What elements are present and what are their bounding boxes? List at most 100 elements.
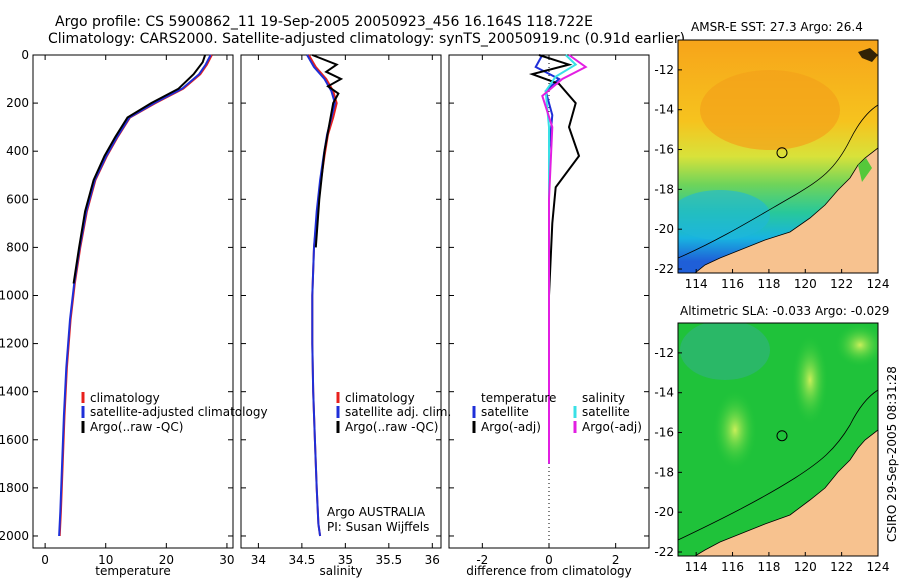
- series-line-satellite-adj-clim-: [306, 54, 336, 537]
- annotation-pi: PI: Susan Wijffels: [327, 520, 429, 534]
- y-tick-label: 1000: [0, 288, 29, 302]
- sst-reef-islands: [858, 48, 878, 62]
- x-tick-label: 2: [612, 553, 620, 567]
- map-x-tick-label: 114: [685, 560, 708, 574]
- plot-frame: [32, 54, 234, 549]
- series-line-temperature-argo-adj-: [528, 54, 581, 464]
- sst-map: [678, 40, 878, 273]
- map-x-tick-label: 116: [721, 560, 744, 574]
- x-tick-label: 0: [41, 553, 49, 567]
- sla-map: [678, 323, 878, 556]
- plot-frame: [240, 54, 442, 549]
- y-tick-label: 1600: [0, 433, 29, 447]
- map-y-tick-label: -14: [654, 386, 674, 400]
- x-tick-label: -2: [476, 553, 488, 567]
- x-tick-label: 0: [545, 553, 553, 567]
- legend-label-argo: Argo(..raw -QC): [345, 420, 438, 434]
- y-tick-label: 800: [6, 240, 29, 254]
- map-x-tick-label: 118: [757, 560, 780, 574]
- series-line-climatology: [58, 54, 213, 537]
- salinity-legend: climatology satellite adj. clim. Argo(..…: [327, 391, 451, 534]
- map-x-tick-label: 114: [685, 277, 708, 291]
- map-y-tick-label: -14: [654, 103, 674, 117]
- float-location-marker: [776, 147, 788, 159]
- sst-contour: [678, 104, 878, 259]
- sst-map-title: AMSR-E SST: 27.3 Argo: 26.4: [691, 20, 863, 34]
- y-tick-label: 200: [6, 96, 29, 110]
- map-y-tick-label: -12: [654, 63, 674, 77]
- map-x-tick-label: 120: [794, 560, 817, 574]
- sst-green-coast: [858, 158, 872, 182]
- series-line-salinity-argo-adj-: [541, 54, 588, 464]
- y-tick-label: 1200: [0, 337, 29, 351]
- x-tick-label: 35.5: [375, 553, 402, 567]
- x-tick-label: 35: [338, 553, 353, 567]
- legend-heading-salinity: salinity: [582, 391, 625, 405]
- map-x-tick-label: 116: [721, 277, 744, 291]
- x-axis-label: temperature: [95, 564, 170, 578]
- sst-land: [694, 147, 878, 273]
- map-y-tick-label: -22: [654, 545, 674, 559]
- series-line-argo-raw-qc-: [311, 54, 344, 248]
- float-location-marker: [776, 430, 788, 442]
- sst-map-ticks: 114 116 118 120 122 124 -12 -14 -16 -18 -20 -22: [654, 63, 889, 291]
- sst-map-frame: [677, 39, 879, 274]
- map-y-tick-label: -18: [654, 465, 674, 479]
- sla-land: [694, 429, 878, 556]
- y-tick-label: 2000: [0, 529, 29, 543]
- x-axis-label: difference from climatology: [466, 564, 632, 578]
- map-y-tick-label: -20: [654, 505, 674, 519]
- y-tick-label: 600: [6, 192, 29, 206]
- sla-blob-nw: [680, 323, 770, 380]
- y-tick-label: 0: [21, 48, 29, 62]
- sst-warm-patch: [700, 70, 840, 150]
- series-line-satellite-adjusted-climatology: [58, 54, 212, 537]
- legend-label-temp-satellite: satellite: [481, 405, 529, 419]
- y-tick-label: 1800: [0, 481, 29, 495]
- header-line1: Argo profile: CS 5900862_11 19-Sep-2005 …: [55, 14, 593, 30]
- map-x-tick-label: 120: [794, 277, 817, 291]
- x-tick-label: 36: [425, 553, 440, 567]
- annotation-argo-australia: Argo AUSTRALIA: [327, 505, 426, 519]
- map-x-tick-label: 124: [867, 277, 890, 291]
- map-y-tick-label: -16: [654, 143, 674, 157]
- timestamp-stamp: CSIRO 29-Sep-2005 08:31:28: [885, 366, 899, 542]
- x-axis-label: salinity: [319, 564, 362, 578]
- map-x-tick-label: 124: [867, 560, 890, 574]
- x-tick-label: 34: [251, 553, 266, 567]
- map-y-tick-label: -12: [654, 346, 674, 360]
- legend-label-satellite: satellite adj. clim.: [345, 405, 451, 419]
- legend-label-sal-satellite: satellite: [582, 405, 630, 419]
- x-tick-label: 30: [219, 553, 234, 567]
- sla-contour: [678, 389, 878, 541]
- map-x-tick-label: 118: [757, 277, 780, 291]
- x-tick-label: 34.5: [289, 553, 316, 567]
- sla-map-ticks: 114 116 118 120 122 124 -12 -14 -16 -18 -20 -22: [654, 346, 889, 574]
- temperature-panel: 0 10 20 30 temperature 0 200 400 600 800 1000 1200 1…: [0, 48, 235, 578]
- map-y-tick-label: -20: [654, 222, 674, 236]
- map-x-tick-label: 122: [830, 560, 853, 574]
- sla-map-frame: [677, 322, 879, 557]
- legend-label-temp-argo: Argo(-adj): [481, 420, 541, 434]
- sla-map-title: Altimetric SLA: -0.033 Argo: -0.029: [680, 304, 889, 318]
- legend-label-climatology: climatology: [90, 391, 160, 405]
- sst-cool-patch: [678, 190, 770, 240]
- header-line2: Climatology: CARS2000. Satellite-adjuste…: [48, 31, 685, 47]
- legend-label-argo: Argo(..raw -QC): [90, 420, 183, 434]
- map-y-tick-label: -18: [654, 182, 674, 196]
- y-tick-label: 1400: [0, 385, 29, 399]
- map-y-tick-label: -22: [654, 262, 674, 276]
- map-x-tick-label: 122: [830, 277, 853, 291]
- map-y-tick-label: -16: [654, 426, 674, 440]
- sla-blob-ne: [835, 323, 878, 367]
- sla-blob-center: [713, 390, 757, 470]
- x-tick-label: 10: [98, 553, 113, 567]
- salinity-panel: 34 34.5 35 35.5 36 salinity: [240, 54, 442, 578]
- sla-blob-east: [792, 335, 828, 425]
- temperature-legend: climatology satellite-adjusted climatolo…: [81, 391, 268, 434]
- legend-label-satellite: satellite-adjusted climatology: [90, 405, 268, 419]
- series-line-argo-raw-qc-: [72, 54, 207, 284]
- y-tick-label: 400: [6, 144, 29, 158]
